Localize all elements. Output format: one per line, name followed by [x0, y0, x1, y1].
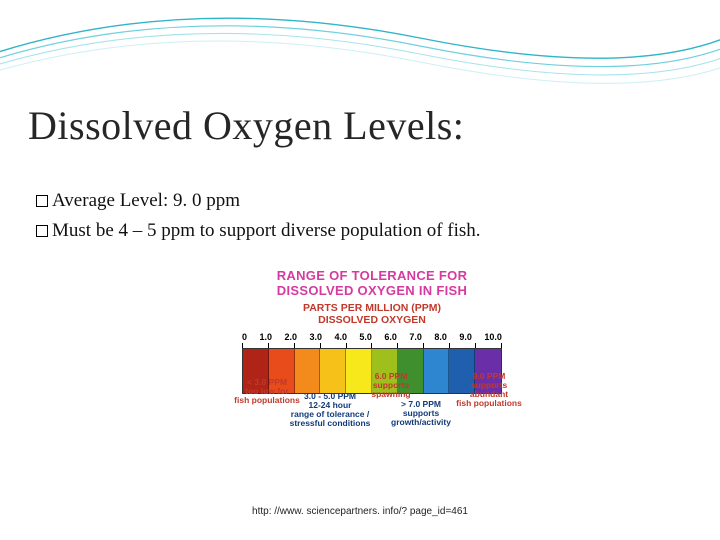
citation-text: http: //www. sciencepartners. info/? pag…	[0, 506, 720, 517]
tick-label: 8.0	[434, 332, 447, 342]
tick-mark	[475, 343, 476, 348]
chart-subtitle-line2: DISSOLVED OXYGEN	[228, 314, 516, 326]
tick-mark	[242, 343, 243, 348]
tick-mark	[423, 343, 424, 348]
bullet-text: Must be 4 – 5 ppm to support diverse pop…	[52, 220, 481, 241]
bullet-item: Must be 4 – 5 ppm to support diverse pop…	[36, 218, 676, 244]
tick-label: 7.0	[409, 332, 422, 342]
tick-label: 2.0	[284, 332, 297, 342]
bullet-list: Average Level: 9. 0 ppm Must be 4 – 5 pp…	[36, 188, 676, 247]
tick-label: 6.0	[384, 332, 397, 342]
color-bar	[424, 349, 450, 393]
bullet-marker-icon	[36, 225, 48, 237]
bullet-item: Average Level: 9. 0 ppm	[36, 188, 676, 214]
slide-title: Dissolved Oxygen Levels:	[28, 102, 464, 149]
tick-label: 0	[242, 332, 247, 342]
swoosh-line	[0, 41, 720, 83]
tick-label: 1.0	[259, 332, 272, 342]
bullet-marker-icon	[36, 195, 48, 207]
tick-mark	[268, 343, 269, 348]
tick-label: 5.0	[359, 332, 372, 342]
tick-mark	[371, 343, 372, 348]
chart-annotation: 9.0 PPMsupportsabundantfish populations	[454, 372, 524, 408]
tick-label: 9.0	[459, 332, 472, 342]
bullet-text: Average Level: 9. 0 ppm	[52, 190, 240, 211]
swoosh-line	[0, 33, 720, 75]
swoosh-line	[0, 26, 720, 67]
tick-label: 3.0	[309, 332, 322, 342]
swoosh-line	[0, 18, 720, 58]
tick-mark	[294, 343, 295, 348]
color-bar	[320, 349, 346, 393]
chart-annotation: > 7.0 PPMsupportsgrowth/activity	[384, 400, 458, 427]
tick-mark	[501, 343, 502, 348]
header-swoosh	[0, 0, 720, 90]
tick-label: 10.0	[484, 332, 502, 342]
tick-label: 4.0	[334, 332, 347, 342]
tick-labels: 0 1.0 2.0 3.0 4.0 5.0 6.0 7.0 8.0 9.0 10.0	[242, 332, 502, 342]
chart-title-line1: RANGE OF TOLERANCE FOR	[228, 268, 516, 283]
tick-mark	[320, 343, 321, 348]
chart-subtitle-line1: PARTS PER MILLION (PPM)	[228, 302, 516, 314]
chart-title-line2: DISSOLVED OXYGEN IN FISH	[228, 283, 516, 298]
chart-annotation: 6.0 PPMsupportsspawning	[364, 372, 418, 399]
tick-mark	[346, 343, 347, 348]
tick-mark	[397, 343, 398, 348]
tick-mark	[449, 343, 450, 348]
